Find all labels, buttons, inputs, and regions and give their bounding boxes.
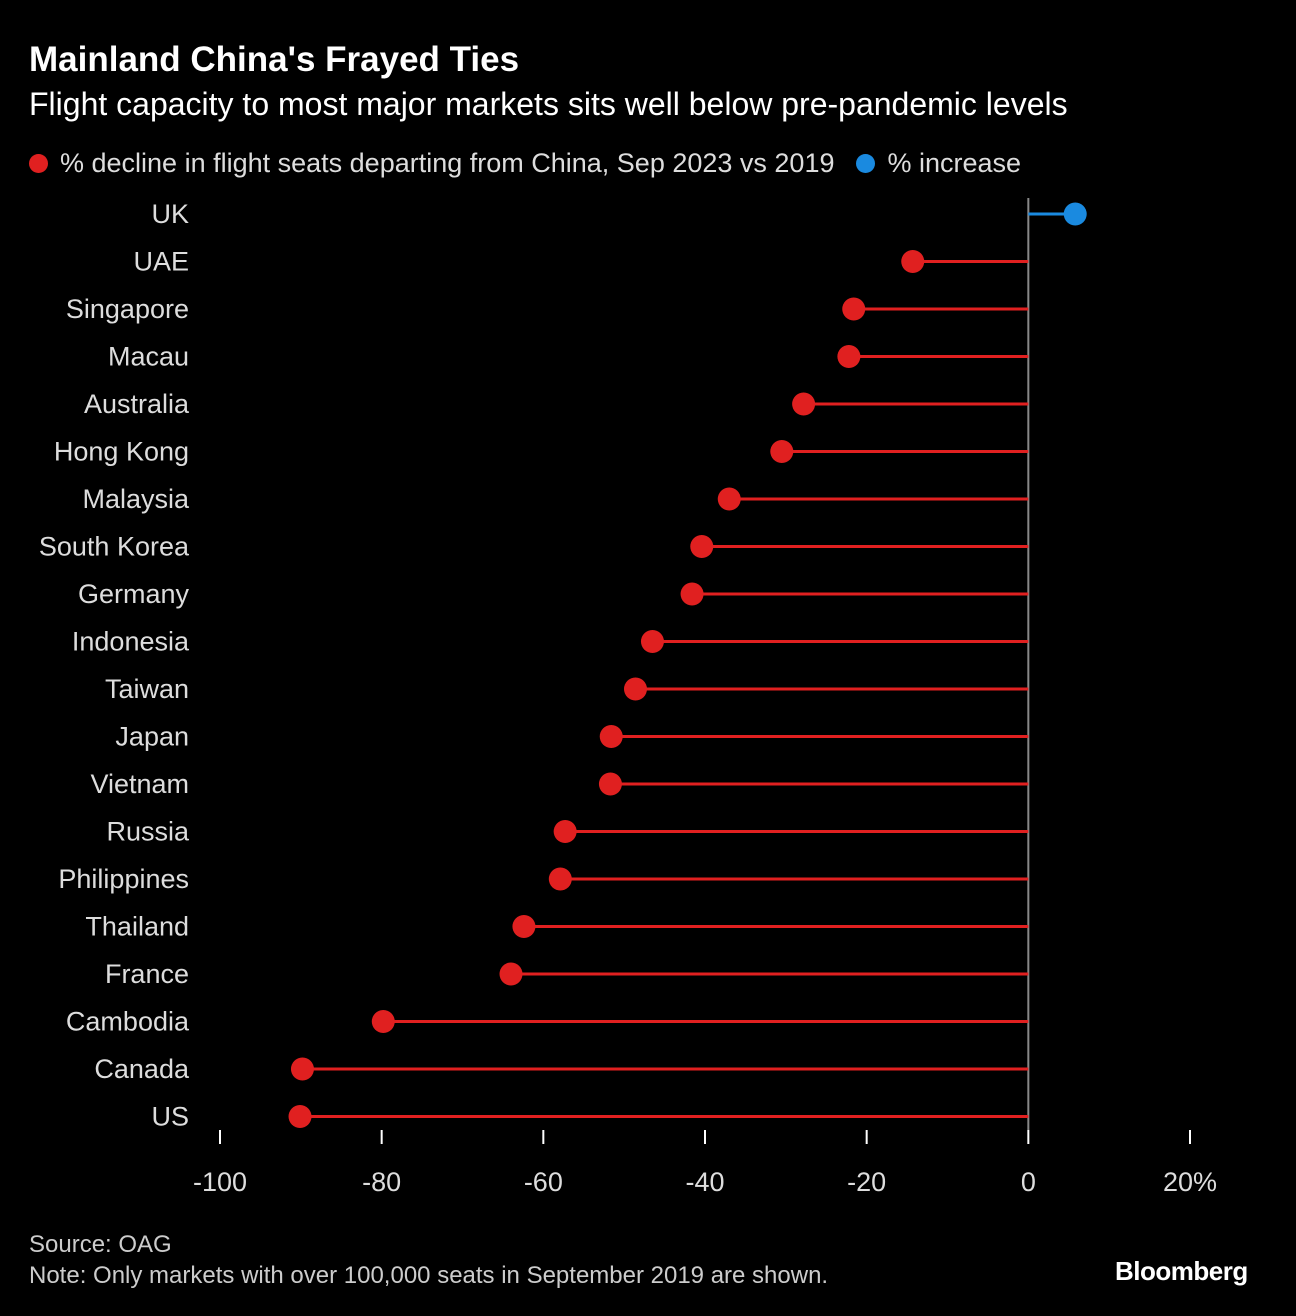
category-label: Canada	[94, 1054, 190, 1084]
chart-subtitle: Flight capacity to most major markets si…	[29, 86, 1068, 122]
bloomberg-logo: Bloomberg	[1115, 1256, 1248, 1286]
category-label: Vietnam	[90, 769, 189, 799]
category-label: South Korea	[39, 532, 190, 562]
data-point	[792, 392, 816, 416]
data-point	[553, 820, 577, 843]
category-label: Indonesia	[72, 627, 190, 657]
category-label: France	[105, 959, 189, 989]
category-label: Thailand	[85, 912, 189, 942]
data-point	[901, 250, 925, 273]
category-label: Germany	[78, 579, 190, 609]
category-label: Taiwan	[105, 674, 189, 704]
category-label: Hong Kong	[54, 437, 189, 467]
category-label: Russia	[106, 817, 190, 847]
category-label: Singapore	[66, 294, 189, 324]
legend-item-increase: % increase	[856, 148, 1021, 179]
legend-item-decline: % decline in flight seats departing from…	[29, 148, 834, 179]
category-label: Philippines	[58, 864, 189, 894]
legend-label-increase: % increase	[887, 148, 1022, 178]
data-point	[599, 725, 623, 748]
category-label: UK	[151, 199, 189, 229]
category-label: Macau	[108, 342, 189, 372]
data-point	[371, 1010, 395, 1033]
x-tick-label: -80	[362, 1167, 401, 1197]
x-tick-label: -100	[193, 1167, 247, 1197]
data-point	[837, 345, 861, 368]
data-point	[680, 582, 704, 606]
data-point	[690, 535, 714, 558]
data-point	[288, 1105, 312, 1128]
category-label: US	[151, 1102, 189, 1132]
data-point	[548, 867, 572, 891]
legend-label-decline: % decline in flight seats departing from…	[60, 148, 835, 178]
data-point	[640, 630, 664, 653]
data-point	[598, 772, 622, 796]
x-tick-label: 0	[1021, 1167, 1036, 1197]
data-point	[842, 297, 866, 321]
category-label: Cambodia	[66, 1007, 190, 1037]
legend: % decline in flight seats departing from…	[29, 148, 1043, 179]
x-tick-label: -20	[847, 1167, 886, 1197]
category-label: UAE	[133, 247, 189, 277]
source-note: Source: OAG	[29, 1231, 172, 1258]
x-tick-label: -60	[524, 1167, 563, 1197]
legend-dot-increase	[856, 154, 876, 173]
footnote: Note: Only markets with over 100,000 sea…	[29, 1262, 829, 1289]
data-point	[717, 487, 741, 511]
category-label: Malaysia	[82, 484, 190, 514]
category-label: Japan	[115, 722, 189, 752]
chart-title: Mainland China's Frayed Ties	[29, 40, 520, 79]
data-point	[512, 915, 536, 938]
category-label: Australia	[84, 389, 190, 419]
data-point	[499, 962, 523, 986]
x-tick-label: 20%	[1163, 1167, 1217, 1197]
data-point	[290, 1057, 314, 1081]
legend-dot-decline	[29, 154, 48, 173]
data-point	[1063, 202, 1087, 226]
x-tick-label: -40	[685, 1167, 724, 1197]
data-point	[770, 440, 794, 463]
data-point	[623, 677, 647, 701]
